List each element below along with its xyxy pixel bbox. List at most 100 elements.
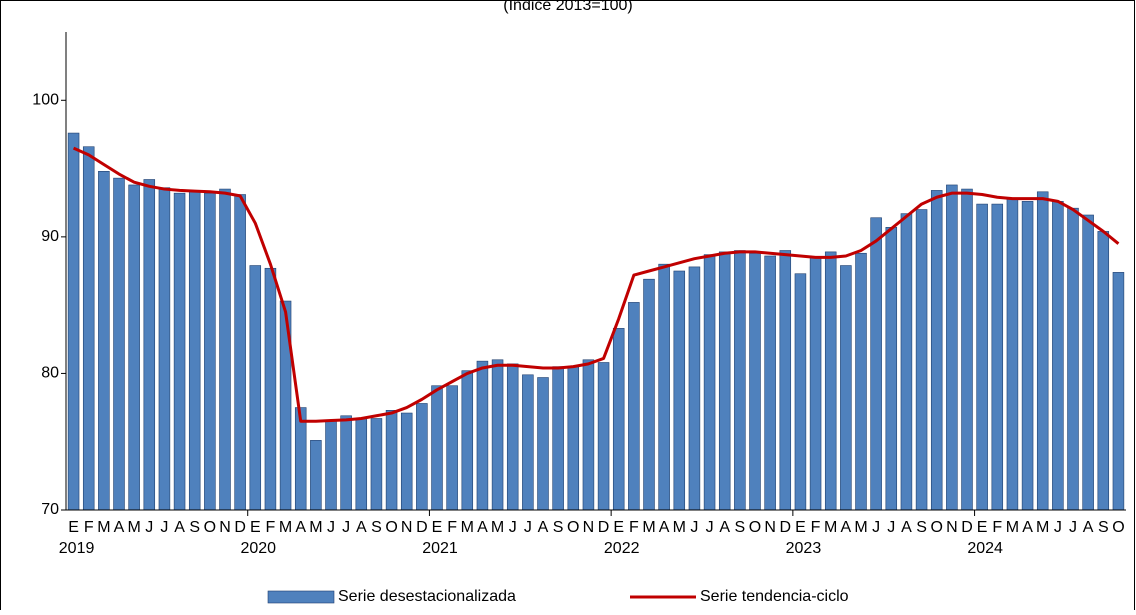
bar <box>840 265 852 511</box>
bar <box>416 403 428 511</box>
bar <box>98 171 110 511</box>
bar <box>537 377 549 511</box>
bar <box>885 226 898 511</box>
x-tick-label: M <box>642 519 655 536</box>
x-tick-label: J <box>524 519 532 536</box>
bar <box>824 251 837 511</box>
x-tick-label: J <box>887 519 895 536</box>
year-label: 2021 <box>422 540 458 557</box>
legend-label: Serie desestacionalizada <box>338 588 516 605</box>
bar <box>718 251 731 511</box>
bar <box>612 328 625 511</box>
x-tick-label: E <box>613 519 624 536</box>
x-tick-label: A <box>538 519 549 536</box>
x-tick-label: O <box>1112 519 1124 536</box>
x-tick-label: N <box>219 519 231 536</box>
bar <box>582 359 595 511</box>
bar <box>219 188 231 511</box>
bar <box>370 418 383 511</box>
x-tick-label: M <box>491 519 504 536</box>
bar <box>794 273 807 511</box>
bar <box>1036 191 1049 511</box>
year-label: 2024 <box>967 540 1003 557</box>
x-tick-label: M <box>1036 519 1049 536</box>
x-tick-label: E <box>432 519 443 536</box>
x-tick-label: D <box>416 519 428 536</box>
bar <box>628 302 640 511</box>
bar <box>779 250 792 511</box>
x-tick-label: E <box>68 519 79 536</box>
x-tick-label: S <box>371 519 382 536</box>
y-tick-label: 80 <box>41 365 59 382</box>
bar <box>961 188 973 511</box>
bar <box>158 187 171 511</box>
x-tick-label: M <box>279 519 292 536</box>
bar <box>855 252 867 511</box>
x-tick-label: N <box>401 519 413 536</box>
bar <box>355 418 368 511</box>
bar <box>1006 198 1019 511</box>
y-tick-label: 90 <box>41 228 59 245</box>
bar <box>325 419 337 511</box>
x-tick-label: F <box>447 519 457 536</box>
x-tick-label: N <box>583 519 595 536</box>
year-label: 2023 <box>786 540 822 557</box>
x-tick-label: O <box>385 519 397 536</box>
year-label: 2022 <box>604 540 640 557</box>
bar <box>900 213 913 511</box>
bar <box>310 440 322 511</box>
x-tick-label: E <box>795 519 806 536</box>
trend-line <box>72 146 1120 423</box>
x-tick-label: F <box>811 519 821 536</box>
bar <box>522 374 534 511</box>
x-tick-label: F <box>629 519 639 536</box>
x-tick-label: E <box>977 519 988 536</box>
bar <box>567 366 580 511</box>
x-tick-label: F <box>266 519 276 536</box>
bar <box>1021 201 1034 511</box>
bar <box>1097 231 1110 511</box>
bar <box>1112 272 1125 511</box>
x-tick-label: F <box>992 519 1002 536</box>
bar <box>734 250 746 511</box>
x-tick-label: S <box>735 519 746 536</box>
x-tick-label: M <box>673 519 686 536</box>
x-tick-label: D <box>780 519 792 536</box>
legend-swatch <box>267 590 335 604</box>
legend-label: Serie tendencia-ciclo <box>700 588 849 605</box>
x-tick-label: A <box>659 519 670 536</box>
x-tick-label: D <box>598 519 610 536</box>
bar <box>264 267 277 511</box>
bar <box>688 266 701 511</box>
bar <box>67 132 80 511</box>
bar <box>385 410 398 511</box>
x-tick-label: M <box>309 519 322 536</box>
x-tick-label: J <box>1069 519 1077 536</box>
bar <box>173 192 186 511</box>
x-tick-label: N <box>764 519 776 536</box>
bar <box>461 370 474 511</box>
x-tick-label: M <box>461 519 474 536</box>
bar <box>946 184 958 511</box>
x-tick-label: M <box>824 519 837 536</box>
x-tick-label: A <box>719 519 730 536</box>
x-tick-label: O <box>749 519 761 536</box>
x-tick-label: J <box>160 519 168 536</box>
x-tick-label: J <box>509 519 517 536</box>
x-tick-label: D <box>961 519 973 536</box>
bar <box>658 263 670 511</box>
x-tick-label: J <box>327 519 335 536</box>
bar <box>400 412 413 511</box>
bar <box>809 257 822 511</box>
x-tick-label: E <box>250 519 261 536</box>
chart-subtitle: (Índice 2013=100) <box>503 0 632 14</box>
x-tick-label: N <box>946 519 958 536</box>
bar <box>446 385 458 511</box>
bar <box>552 366 564 511</box>
bar <box>188 191 201 511</box>
bar <box>764 255 776 511</box>
x-tick-label: M <box>1006 519 1019 536</box>
